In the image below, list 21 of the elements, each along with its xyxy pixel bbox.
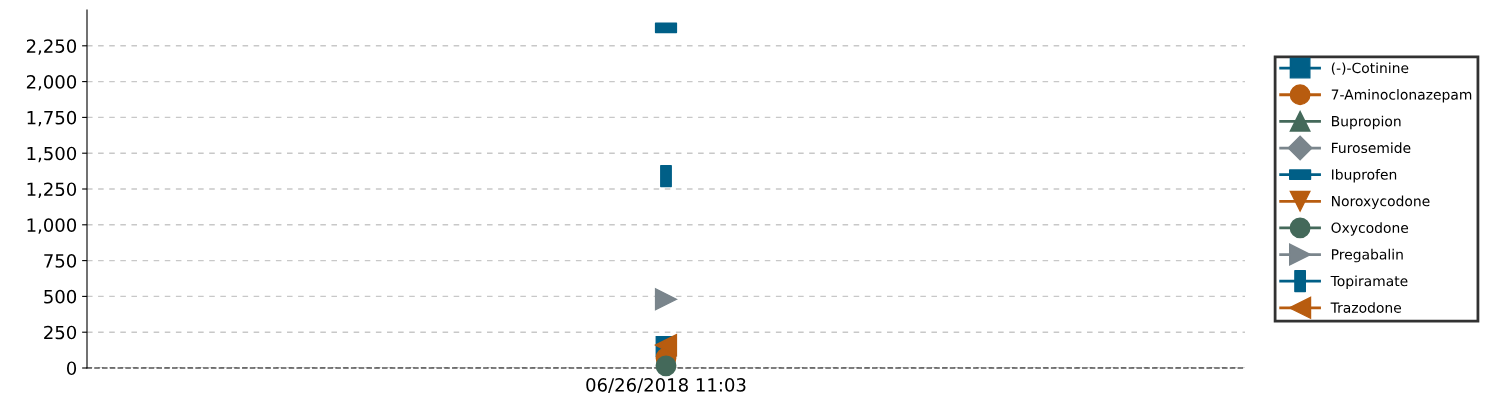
legend-label: Furosemide	[1332, 142, 1411, 154]
y-tick-label: 0	[66, 361, 77, 376]
legend-label: 7-Aminoclonazepam	[1331, 89, 1472, 103]
legend-label: Topiramate	[1330, 275, 1408, 289]
legend-label: Oxycodone	[1331, 222, 1409, 236]
y-tick-label: 1,750	[27, 110, 77, 127]
legend-label: Noroxycodone	[1332, 195, 1430, 210]
y-tick-label: 250	[44, 325, 77, 340]
x-tick-label: 06/26/2018 11:03	[586, 378, 746, 394]
y-tick-label: 2,000	[26, 75, 77, 91]
y-tick-label: 750	[44, 254, 77, 268]
y-tick-label: 1,250	[27, 182, 77, 198]
y-tick-label: 2,250	[26, 39, 77, 55]
legend-label: Trazodone	[1330, 302, 1402, 313]
legend-label: Ibuprofen	[1332, 168, 1397, 183]
legend-label: (-)-Cotinine	[1331, 62, 1409, 75]
y-tick-label: 500	[44, 289, 77, 304]
y-tick-label: 1,500	[27, 146, 77, 163]
y-tick-label: 1,000	[27, 218, 77, 234]
legend-label: Pregabalin	[1332, 248, 1403, 263]
legend-label: Bupropion	[1332, 115, 1401, 130]
